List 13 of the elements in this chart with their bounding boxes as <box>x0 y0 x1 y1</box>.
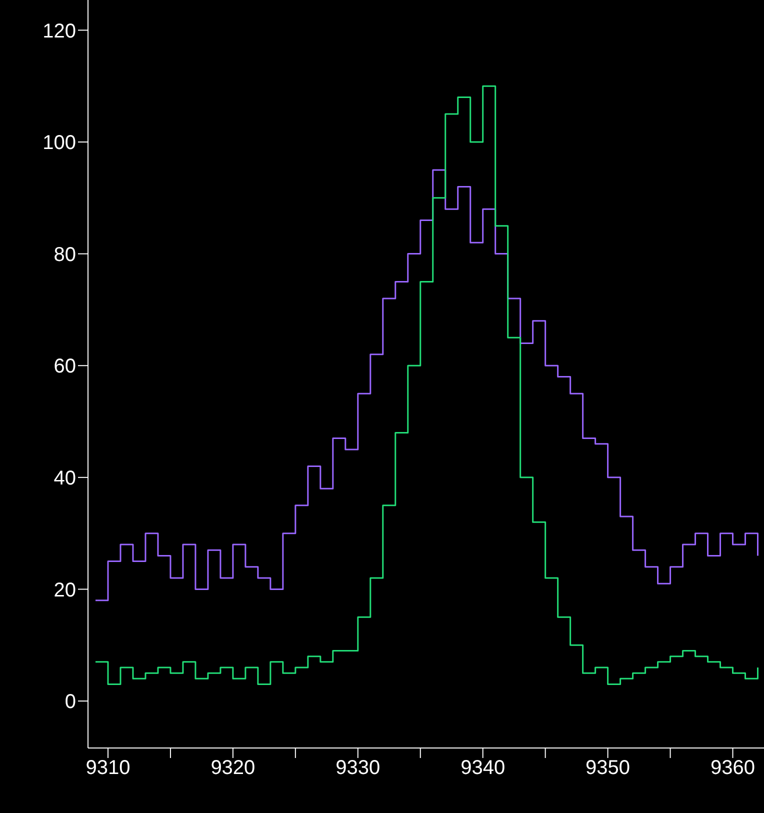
x-tick-label: 9310 <box>86 757 130 780</box>
x-tick-label: 9320 <box>210 757 256 780</box>
y-tick-label: 120 <box>42 20 76 42</box>
y-tick-label: 80 <box>54 244 76 266</box>
x-tick-label: 9350 <box>586 757 630 780</box>
x-tick-label: 9360 <box>710 757 756 780</box>
y-tick-label: 40 <box>54 468 76 490</box>
x-tick-label: 9330 <box>336 757 380 780</box>
x-tick-label: 9340 <box>460 757 506 780</box>
y-tick-label: 20 <box>54 579 76 602</box>
y-tick-label: 100 <box>42 132 76 154</box>
y-tick-label: 60 <box>54 356 76 378</box>
y-tick-label: 0 <box>64 691 76 714</box>
